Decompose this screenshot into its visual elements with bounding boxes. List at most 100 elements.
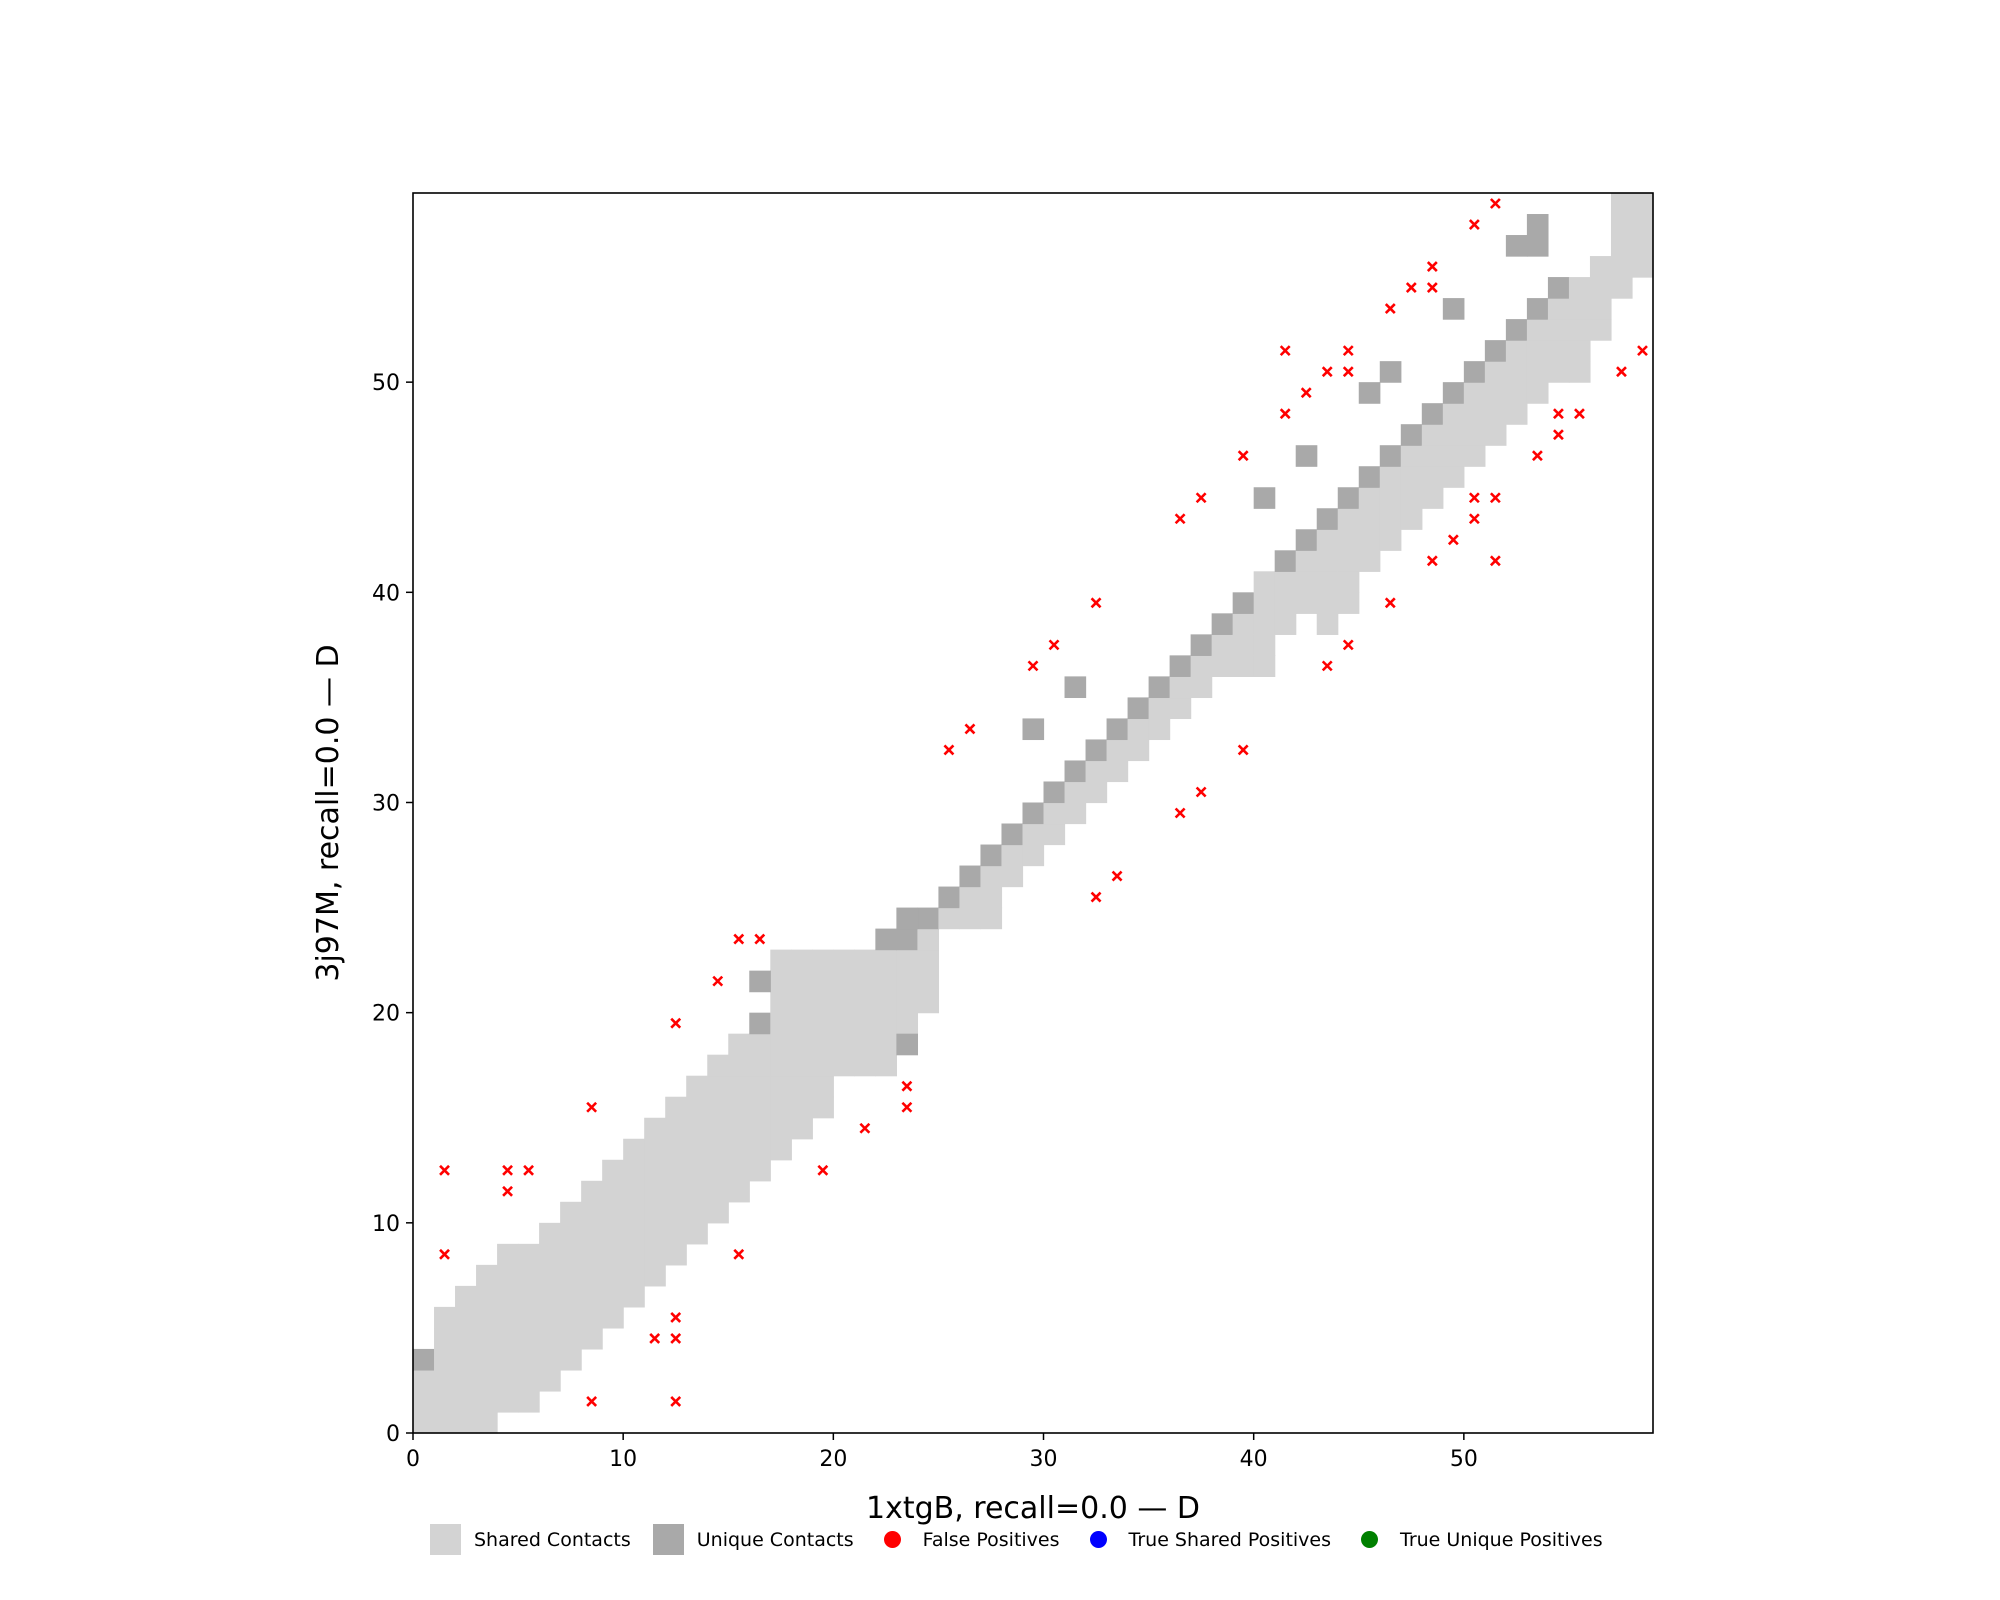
- shared-contact-cell: [1568, 277, 1591, 299]
- shared-contact-cell: [581, 1285, 603, 1308]
- false-positive-marker: [754, 933, 766, 945]
- shared-contact-cell: [749, 1096, 771, 1119]
- shared-contact-cell: [707, 1054, 729, 1077]
- shared-contact-cell: [476, 1264, 498, 1287]
- x-tick-label: 50: [1450, 1447, 1478, 1472]
- legend-item-true-shared-positives: True Shared Positives: [1082, 1529, 1331, 1551]
- shared-contact-cell: [1127, 739, 1150, 762]
- shared-contact-cell: [497, 1348, 519, 1371]
- shared-contact-cell: [539, 1348, 561, 1371]
- shared-contact-cell: [1610, 256, 1633, 278]
- shared-contact-cell: [623, 1222, 645, 1245]
- x-axis-label: 1xtgB, recall=0.0 — D: [866, 1491, 1200, 1526]
- shared-contact-cell: [707, 1096, 729, 1119]
- shared-contact-cell: [665, 1096, 687, 1119]
- shared-contact-cell: [644, 1159, 666, 1182]
- shared-contact-cell: [1610, 193, 1633, 215]
- shared-contact-cell: [917, 970, 940, 993]
- false-positive-marker: [1489, 555, 1501, 567]
- false-positive-marker: [1531, 450, 1543, 462]
- false-positive-marker: [859, 1122, 871, 1134]
- unique-contact-cell: [959, 865, 982, 888]
- shared-contact-cell: [602, 1180, 624, 1203]
- shared-contact-cell: [1064, 802, 1087, 825]
- shared-contact-cell: [497, 1369, 519, 1392]
- shared-contact-cell: [413, 1369, 435, 1392]
- shared-contact-cell: [875, 1012, 897, 1035]
- unique-contact-cell: [1526, 214, 1549, 236]
- shared-contact-cell: [434, 1306, 456, 1329]
- shared-contact-cell: [1610, 235, 1633, 257]
- shared-contact-cell: [497, 1285, 519, 1308]
- shared-contact-cell: [434, 1411, 456, 1434]
- shared-contact-cell: [1442, 403, 1465, 425]
- shared-contact-cell: [749, 1054, 771, 1077]
- shared-contact-cell: [1232, 613, 1255, 635]
- shared-contact-cell: [980, 907, 1003, 930]
- shared-contact-cell: [602, 1222, 624, 1245]
- shared-contact-cell: [1505, 382, 1528, 404]
- unique-contact-cell: [1232, 592, 1255, 614]
- false-positive-marker: [1426, 282, 1438, 293]
- shared-contact-cell: [455, 1285, 477, 1308]
- shared-contact-cell: [1568, 340, 1591, 362]
- shared-contact-cell: [497, 1243, 519, 1266]
- shared-contact-cell: [875, 991, 897, 1014]
- unique-contact-cell: [1274, 550, 1297, 572]
- shared-contact-cell: [665, 1243, 687, 1266]
- unique-contact-cell: [749, 1012, 771, 1035]
- shared-contact-cell: [518, 1243, 540, 1266]
- shared-contact-cell: [1589, 256, 1612, 278]
- shared-contact-cell: [1337, 529, 1360, 551]
- shared-contact-cell: [644, 1222, 666, 1245]
- unique-contact-cell: [413, 1348, 435, 1371]
- shared-contact-cell: [623, 1159, 645, 1182]
- false-positive-marker: [670, 1017, 682, 1029]
- shared-contact-cell: [560, 1285, 582, 1308]
- shared-contact-cell: [875, 949, 897, 972]
- shared-contact-cell: [560, 1306, 582, 1329]
- shared-contact-cell: [791, 1075, 813, 1098]
- shared-contact-cell: [602, 1306, 624, 1329]
- unique-contact-cell: [1526, 235, 1549, 257]
- shared-contact-cell: [1610, 214, 1633, 236]
- unique-contact-cell: [1085, 739, 1108, 762]
- false-positive-marker: [670, 1396, 682, 1407]
- shared-contact-cell: [1484, 361, 1507, 383]
- false-positive-marker: [1405, 282, 1417, 293]
- plot-frame: [412, 192, 1654, 1434]
- false-positive-marker: [1195, 786, 1207, 798]
- shared-contact-cell: [1064, 781, 1087, 804]
- unique-contact-cell: [1358, 382, 1381, 404]
- shared-contact-cell: [476, 1285, 498, 1308]
- shared-contact-cell: [665, 1117, 687, 1140]
- shared-contact-cell: [749, 1117, 771, 1140]
- shared-contact-cell: [623, 1285, 645, 1308]
- unique-contact-cell: [1253, 487, 1276, 509]
- shared-contact-cell: [728, 1054, 750, 1077]
- shared-contact-cell: [728, 1033, 750, 1056]
- chart-legend: Shared Contacts Unique Contacts False Po…: [430, 1524, 1625, 1555]
- shared-contact-cell: [1190, 676, 1213, 699]
- shared-contact-cell: [581, 1180, 603, 1203]
- false-positive-marker: [1384, 303, 1396, 315]
- unique-contact-cell: [1190, 634, 1213, 656]
- unique-contact-cell: [1337, 487, 1360, 509]
- shared-contact-cell: [581, 1201, 603, 1224]
- x-tick-label: 20: [819, 1447, 847, 1472]
- false-positive-marker: [943, 744, 955, 756]
- shared-contact-cell: [1358, 487, 1381, 509]
- shared-contact-cell: [770, 1054, 792, 1077]
- shared-contact-cell: [518, 1264, 540, 1287]
- shared-contact-cell: [560, 1348, 582, 1371]
- shared-contact-cell: [1316, 529, 1339, 551]
- shared-contact-cell: [770, 1096, 792, 1119]
- shared-contact-cell: [854, 1054, 876, 1077]
- prediction-markers: [439, 198, 1648, 1407]
- shared-contact-cell: [518, 1306, 540, 1329]
- shared-contact-cell: [1589, 298, 1612, 320]
- false-positive-marker: [1342, 639, 1354, 651]
- false-positive-marker: [1384, 597, 1396, 609]
- false-positive-marker: [649, 1333, 661, 1344]
- shared-contact-cell: [665, 1159, 687, 1182]
